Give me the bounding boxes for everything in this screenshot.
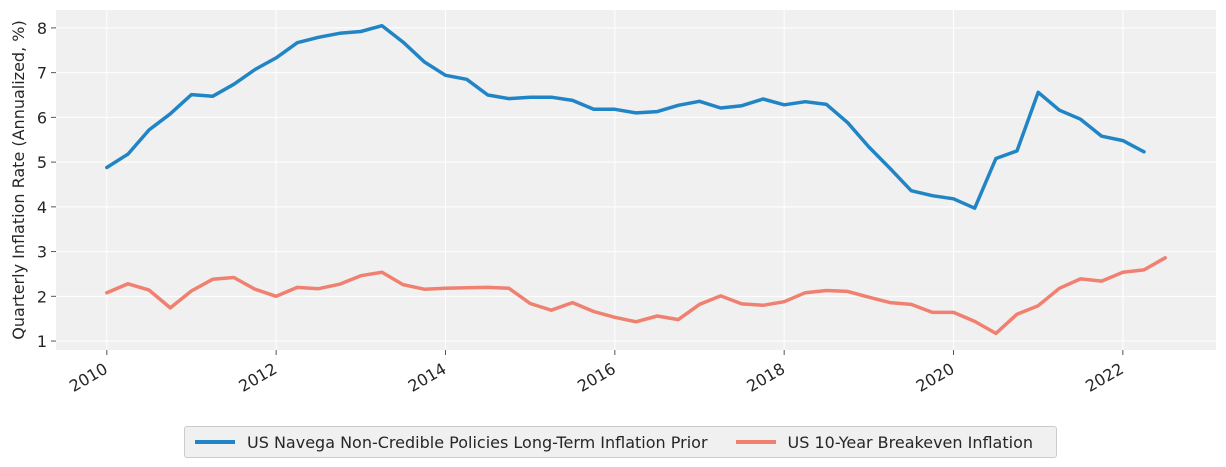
series-line-breakeven	[105, 256, 1167, 336]
x-tick-label: 2022	[1082, 359, 1127, 396]
y-tick-label: 6	[37, 108, 47, 127]
series-layer	[105, 23, 1167, 336]
grid-lines	[56, 10, 1216, 350]
legend-swatch-breakeven	[735, 440, 776, 444]
x-tick-label: 2016	[574, 359, 619, 396]
y-tick-label: 5	[37, 153, 47, 172]
legend-label-breakeven: US 10-Year Breakeven Inflation	[787, 432, 1033, 452]
y-tick-label: 2	[37, 287, 47, 306]
legend-label-navega: US Navega Non-Credible Policies Long-Ter…	[247, 432, 708, 452]
plot-area-background	[56, 10, 1216, 350]
y-tick-label: 7	[37, 64, 47, 83]
x-tick-label: 2012	[235, 359, 280, 396]
legend-swatch-navega	[195, 440, 235, 444]
x-axis: 2010 2012 2014 2016 2018 2020 2022	[66, 350, 1127, 396]
legend-item-breakeven: US 10-Year Breakeven Inflation	[735, 432, 1033, 452]
y-tick-label: 4	[37, 198, 47, 217]
legend-item-navega: US Navega Non-Credible Policies Long-Ter…	[195, 433, 708, 452]
x-tick-label: 2018	[743, 359, 788, 396]
y-tick-label: 8	[37, 19, 47, 38]
x-tick-label: 2020	[913, 359, 958, 396]
y-tick-label: 3	[37, 243, 47, 262]
x-tick-label: 2010	[66, 359, 111, 396]
x-tick-label: 2014	[405, 359, 450, 396]
series-line-navega	[105, 23, 1146, 210]
y-axis: 1 2 3 4 5 6 7 8	[37, 19, 56, 351]
y-axis-title: Quarterly Inflation Rate (Annualized, %)	[9, 20, 28, 339]
legend: US Navega Non-Credible Policies Long-Ter…	[184, 426, 1057, 458]
y-tick-label: 1	[37, 332, 47, 351]
